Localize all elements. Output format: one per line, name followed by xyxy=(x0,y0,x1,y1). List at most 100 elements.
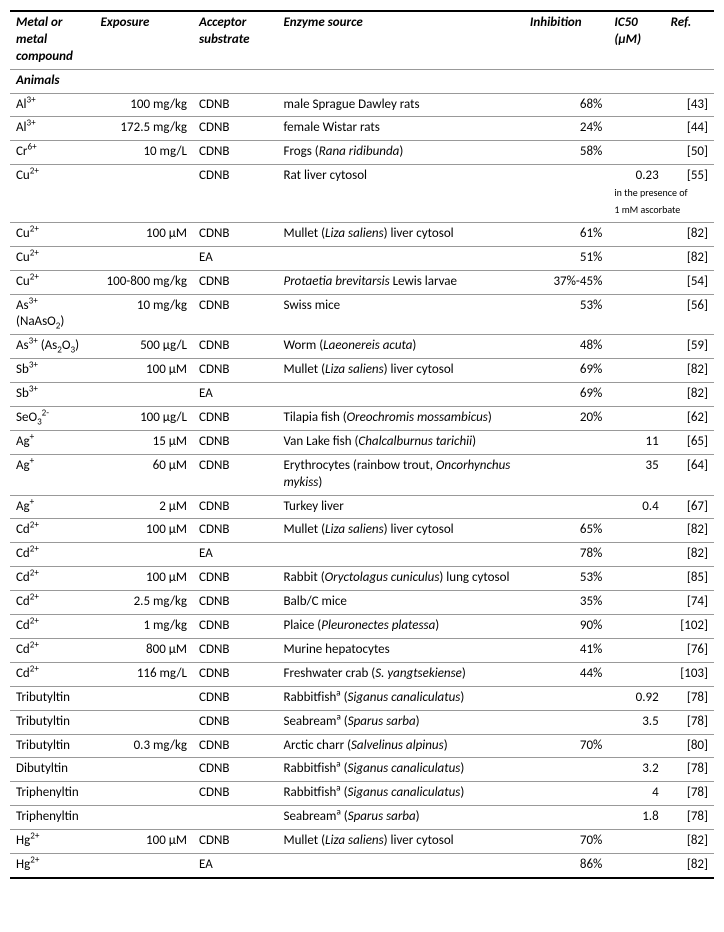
cell-ref: [76] xyxy=(665,638,714,662)
cell-metal: SeO32- xyxy=(10,407,94,431)
cell-acceptor: CDNB xyxy=(193,519,277,543)
cell-exposure: 100 μM xyxy=(94,567,193,591)
cell-exposure: 116 mg/L xyxy=(94,662,193,686)
cell-metal: Cd2+ xyxy=(10,638,94,662)
cell-ref: [62] xyxy=(665,407,714,431)
cell-inhibition xyxy=(524,782,608,806)
cell-ic50 xyxy=(608,383,664,407)
cell-exposure xyxy=(94,165,193,223)
table-row: As3+ (NaAsO2)10 mg/kgCDNBSwiss mice53%[5… xyxy=(10,294,714,335)
cell-exposure: 100 μg/L xyxy=(94,407,193,431)
cell-exposure: 15 μM xyxy=(94,430,193,454)
cell-metal: Ag+ xyxy=(10,454,94,495)
cell-ref: [65] xyxy=(665,430,714,454)
table-row: TributyltinCDNBRabbitfisha (Siganus cana… xyxy=(10,686,714,710)
cell-ref: [82] xyxy=(665,830,714,854)
table-row: Hg2+100 μMCDNBMullet (Liza saliens) live… xyxy=(10,830,714,854)
cell-ic50: 0.92 xyxy=(608,686,664,710)
cell-ic50: 3.5 xyxy=(608,710,664,734)
cell-ref: [82] xyxy=(665,383,714,407)
cell-ic50 xyxy=(608,830,664,854)
cell-exposure xyxy=(94,246,193,270)
th-exposure: Exposure xyxy=(94,11,193,69)
section-label: Animals xyxy=(10,69,94,93)
cell-source: female Wistar rats xyxy=(277,117,523,141)
table-row: SeO32-100 μg/LCDNBTilapia fish (Oreochro… xyxy=(10,407,714,431)
cell-source: Seabreama (Sparus sarba) xyxy=(277,806,523,830)
cell-ic50: 0.4 xyxy=(608,495,664,519)
cell-acceptor: CDNB xyxy=(193,407,277,431)
cell-acceptor: EA xyxy=(193,543,277,567)
th-inhibition: Inhibition xyxy=(524,11,608,69)
cell-exposure: 100 μM xyxy=(94,222,193,246)
table-row: Cu2+EA51%[82] xyxy=(10,246,714,270)
cell-inhibition: 58% xyxy=(524,141,608,165)
cell-ref: [85] xyxy=(665,567,714,591)
cell-ic50 xyxy=(608,591,664,615)
cell-inhibition: 70% xyxy=(524,830,608,854)
cell-ref: [82] xyxy=(665,222,714,246)
cell-metal: Cd2+ xyxy=(10,591,94,615)
cell-ic50 xyxy=(608,543,664,567)
cell-ref: [82] xyxy=(665,853,714,877)
cell-ref: [64] xyxy=(665,454,714,495)
cell-exposure: 100 μM xyxy=(94,830,193,854)
cell-ic50: 0.23in the presence of 1 mM ascorbate xyxy=(608,165,664,223)
cell-exposure xyxy=(94,806,193,830)
cell-ic50 xyxy=(608,567,664,591)
section-row: Animals xyxy=(10,69,714,93)
cell-source: Rabbitfisha (Siganus canaliculatus) xyxy=(277,758,523,782)
cell-source: Mullet (Liza saliens) liver cytosol xyxy=(277,830,523,854)
cell-ref: [43] xyxy=(665,93,714,117)
table-row: TriphenyltinSeabreama (Sparus sarba)1.8[… xyxy=(10,806,714,830)
cell-source: Mullet (Liza saliens) liver cytosol xyxy=(277,359,523,383)
cell-exposure: 1 mg/kg xyxy=(94,615,193,639)
cell-exposure xyxy=(94,686,193,710)
cell-ref: [82] xyxy=(665,246,714,270)
cell-ic50 xyxy=(608,662,664,686)
cell-ic50 xyxy=(608,734,664,758)
cell-acceptor: CDNB xyxy=(193,359,277,383)
cell-metal: Tributyltin xyxy=(10,686,94,710)
cell-inhibition: 65% xyxy=(524,519,608,543)
cell-inhibition: 78% xyxy=(524,543,608,567)
cell-ref: [82] xyxy=(665,543,714,567)
cell-inhibition xyxy=(524,806,608,830)
table-row: Ag+2 μMCDNBTurkey liver0.4[67] xyxy=(10,495,714,519)
cell-acceptor: CDNB xyxy=(193,495,277,519)
table-row: Ag+15 μMCDNBVan Lake fish (Chalcalburnus… xyxy=(10,430,714,454)
cell-ref: [74] xyxy=(665,591,714,615)
cell-source: Plaice (Pleuronectes platessa) xyxy=(277,615,523,639)
cell-inhibition: 37%-45% xyxy=(524,270,608,294)
cell-inhibition: 53% xyxy=(524,567,608,591)
cell-metal: Hg2+ xyxy=(10,853,94,877)
cell-ref: [50] xyxy=(665,141,714,165)
cell-source xyxy=(277,853,523,877)
cell-source: Mullet (Liza saliens) liver cytosol xyxy=(277,222,523,246)
cell-exposure xyxy=(94,710,193,734)
cell-ref: [102] xyxy=(665,615,714,639)
cell-acceptor: CDNB xyxy=(193,222,277,246)
cell-exposure: 2 μM xyxy=(94,495,193,519)
cell-acceptor xyxy=(193,806,277,830)
cell-exposure: 100 μM xyxy=(94,359,193,383)
th-ref: Ref. xyxy=(665,11,714,69)
cell-acceptor: CDNB xyxy=(193,662,277,686)
th-acceptor: Acceptor substrate xyxy=(193,11,277,69)
cell-acceptor: CDNB xyxy=(193,430,277,454)
cell-acceptor: CDNB xyxy=(193,567,277,591)
cell-source: Murine hepatocytes xyxy=(277,638,523,662)
cell-acceptor: CDNB xyxy=(193,165,277,223)
cell-metal: Sb3+ xyxy=(10,359,94,383)
table-row: Cd2+800 μMCDNBMurine hepatocytes41%[76] xyxy=(10,638,714,662)
cell-source: Swiss mice xyxy=(277,294,523,335)
cell-exposure xyxy=(94,543,193,567)
table-row: Cd2+2.5 mg/kgCDNBBalb/C mice35%[74] xyxy=(10,591,714,615)
cell-ref: [78] xyxy=(665,686,714,710)
table-row: Hg2+EA86%[82] xyxy=(10,853,714,877)
cell-ref: [103] xyxy=(665,662,714,686)
cell-metal: Triphenyltin xyxy=(10,782,94,806)
cell-ref: [78] xyxy=(665,782,714,806)
cell-acceptor: CDNB xyxy=(193,782,277,806)
cell-inhibition: 51% xyxy=(524,246,608,270)
